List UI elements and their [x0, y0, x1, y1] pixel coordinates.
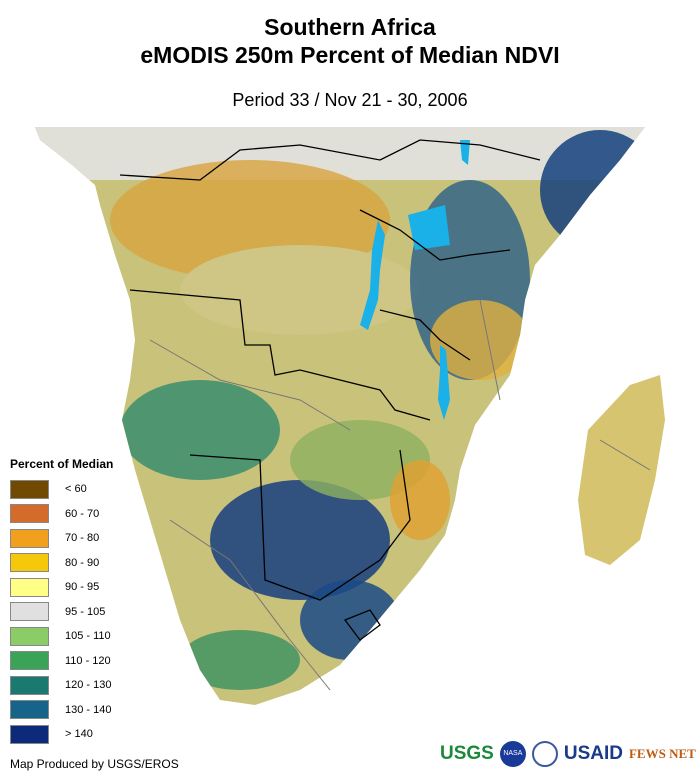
legend-swatch [10, 651, 49, 671]
madagascar [578, 375, 665, 565]
legend-swatch [10, 577, 49, 597]
legend-item: 95 - 105 [10, 600, 113, 625]
legend-swatch [10, 626, 49, 646]
legend-label: 80 - 90 [65, 556, 100, 569]
legend-swatch [10, 479, 49, 499]
province-borders [149, 299, 651, 691]
legend-title: Percent of Median [10, 457, 114, 471]
legend-label: < 60 [65, 483, 87, 496]
legend-label: > 140 [65, 728, 93, 741]
legend-label: 95 - 105 [65, 605, 106, 618]
legend-item: 70 - 80 [10, 526, 113, 551]
legend-item: > 140 [10, 722, 113, 747]
legend-swatch [10, 724, 49, 744]
legend-swatch [10, 700, 49, 720]
credit-text: Map Produced by USGS/EROS [10, 757, 179, 771]
legend-item: 105 - 110 [10, 624, 113, 649]
legend-label: 60 - 70 [65, 507, 100, 520]
legend-swatch [10, 504, 49, 524]
legend-label: 105 - 110 [65, 630, 111, 643]
legend-label: 110 - 120 [65, 654, 111, 667]
legend-item: 120 - 130 [10, 673, 113, 698]
legend-label: 130 - 140 [65, 703, 112, 716]
legend-item: < 60 [10, 477, 113, 502]
legend-label: 70 - 80 [65, 532, 100, 545]
legend-item: 110 - 120 [10, 649, 113, 674]
logos: USGS NASA USAID FEWS NET [440, 741, 696, 767]
lakes [360, 140, 470, 420]
legend: Percent of Median < 60 60 - 70 70 - 80 80 -… [10, 457, 113, 747]
usaid-seal-icon [531, 741, 558, 767]
fewsnet-logo: FEWS NET [628, 746, 696, 761]
nasa-logo: NASA [499, 741, 526, 767]
legend-item: 80 - 90 [10, 551, 113, 576]
legend-label: 90 - 95 [65, 581, 100, 594]
legend-label: 120 - 130 [65, 679, 112, 692]
legend-swatch [10, 675, 49, 695]
legend-item: 60 - 70 [10, 502, 113, 527]
map-title: Southern Africa [264, 14, 436, 40]
country-borders [119, 139, 541, 641]
map-title-line2: eMODIS 250m Percent of Median NDVI [140, 42, 560, 68]
legend-swatch [10, 528, 49, 548]
usaid-logo: USAID [563, 743, 623, 764]
legend-item: 90 - 95 [10, 575, 113, 600]
legend-swatch [10, 553, 49, 573]
usgs-logo: USGS [440, 743, 494, 764]
legend-item: 130 - 140 [10, 698, 113, 723]
period-subtitle: Period 33 / Nov 21 - 30, 2006 [232, 90, 468, 110]
legend-swatch [10, 602, 49, 622]
